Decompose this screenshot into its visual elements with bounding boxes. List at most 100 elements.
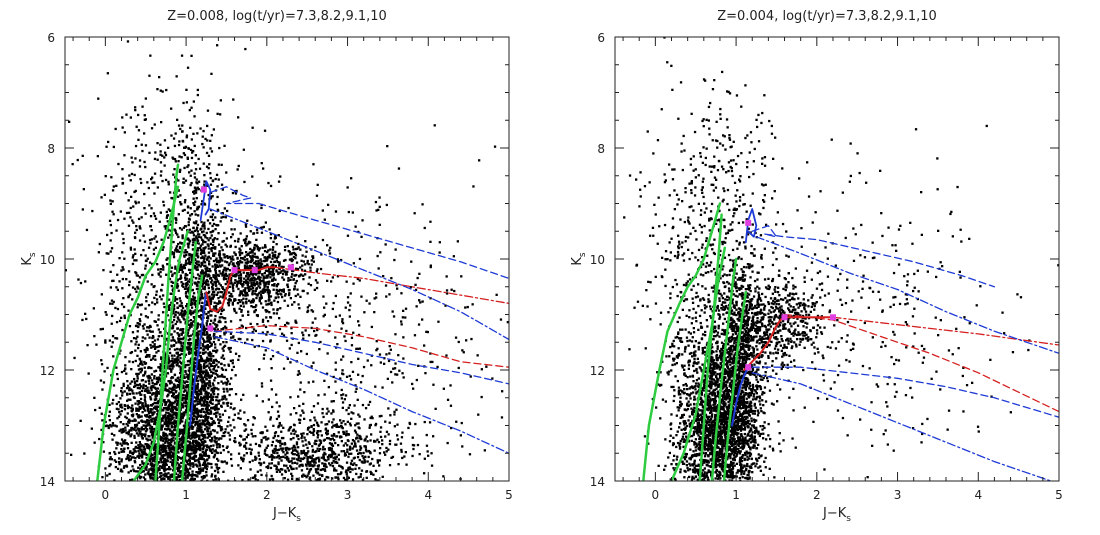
data-point [216, 393, 220, 396]
data-point [217, 287, 221, 291]
data-point [126, 412, 129, 415]
data-point [193, 404, 196, 407]
data-point [275, 465, 278, 469]
data-point [208, 222, 212, 225]
data-point [172, 428, 176, 432]
data-point [167, 477, 170, 480]
data-point [153, 419, 157, 422]
data-point [194, 424, 197, 427]
data-point [187, 348, 190, 351]
data-point [236, 262, 240, 265]
data-point [187, 470, 190, 473]
data-point [156, 476, 159, 479]
data-point [275, 292, 278, 295]
data-point [234, 440, 237, 444]
data-point [167, 356, 170, 360]
data-point [231, 285, 234, 288]
data-point [339, 377, 342, 380]
data-point [135, 423, 139, 426]
data-point [184, 464, 187, 467]
data-point [139, 406, 142, 409]
data-point [185, 407, 189, 411]
data-point [186, 440, 189, 443]
data-point [154, 402, 157, 405]
data-point [321, 468, 324, 471]
data-point [259, 226, 262, 229]
data-point [201, 135, 204, 138]
data-point [120, 438, 124, 441]
data-point [367, 403, 370, 406]
data-point [140, 385, 143, 388]
data-point [195, 416, 198, 420]
data-point [204, 414, 208, 417]
data-point [123, 465, 126, 468]
data-point [132, 448, 135, 451]
data-point [247, 433, 250, 436]
data-point [277, 462, 280, 466]
data-point [400, 450, 403, 453]
data-point [276, 308, 279, 311]
data-point [148, 416, 151, 419]
data-point [211, 218, 215, 222]
data-point [258, 300, 261, 303]
data-point [209, 215, 212, 218]
data-point [379, 430, 382, 433]
data-point [122, 423, 125, 426]
data-point [234, 298, 237, 301]
data-point [273, 456, 276, 459]
data-point [98, 406, 101, 409]
data-point [244, 424, 247, 427]
data-point [115, 407, 118, 410]
data-point [260, 462, 263, 465]
data-point [194, 409, 198, 412]
data-point [311, 448, 315, 452]
data-point [205, 405, 208, 408]
data-point [251, 330, 254, 334]
data-point [250, 264, 254, 268]
data-point [265, 465, 268, 469]
data-point [134, 402, 137, 405]
data-point [237, 416, 240, 420]
data-point [178, 313, 181, 316]
data-point [218, 256, 221, 259]
data-point [118, 411, 121, 414]
data-point [215, 466, 218, 469]
data-point [205, 395, 208, 398]
data-point [187, 246, 190, 249]
data-point [240, 456, 243, 459]
data-point [143, 394, 146, 397]
data-point [243, 429, 246, 432]
data-point [205, 331, 209, 334]
data-point [176, 444, 180, 447]
data-point [205, 468, 208, 471]
data-point [249, 255, 252, 258]
data-point [233, 413, 236, 416]
data-point [195, 236, 198, 239]
data-point [320, 421, 323, 424]
data-point [124, 356, 127, 359]
data-point [205, 278, 208, 282]
data-point [124, 415, 127, 418]
data-point [326, 407, 329, 410]
data-point [155, 449, 158, 452]
data-point [218, 419, 221, 422]
data-point [175, 341, 178, 344]
data-point [320, 253, 323, 256]
data-point [250, 305, 253, 308]
data-point [170, 422, 174, 425]
data-point [215, 305, 218, 308]
data-point [214, 346, 217, 349]
data-point [179, 371, 182, 375]
data-point [316, 402, 320, 405]
data-point [189, 437, 192, 440]
data-point [160, 445, 163, 448]
data-point [177, 317, 180, 320]
data-point [296, 434, 299, 437]
data-point [121, 430, 124, 433]
data-point [130, 433, 133, 436]
data-point [172, 240, 175, 244]
data-point [206, 418, 209, 421]
data-point [191, 470, 194, 473]
data-point [311, 310, 315, 313]
data-point [146, 419, 149, 422]
